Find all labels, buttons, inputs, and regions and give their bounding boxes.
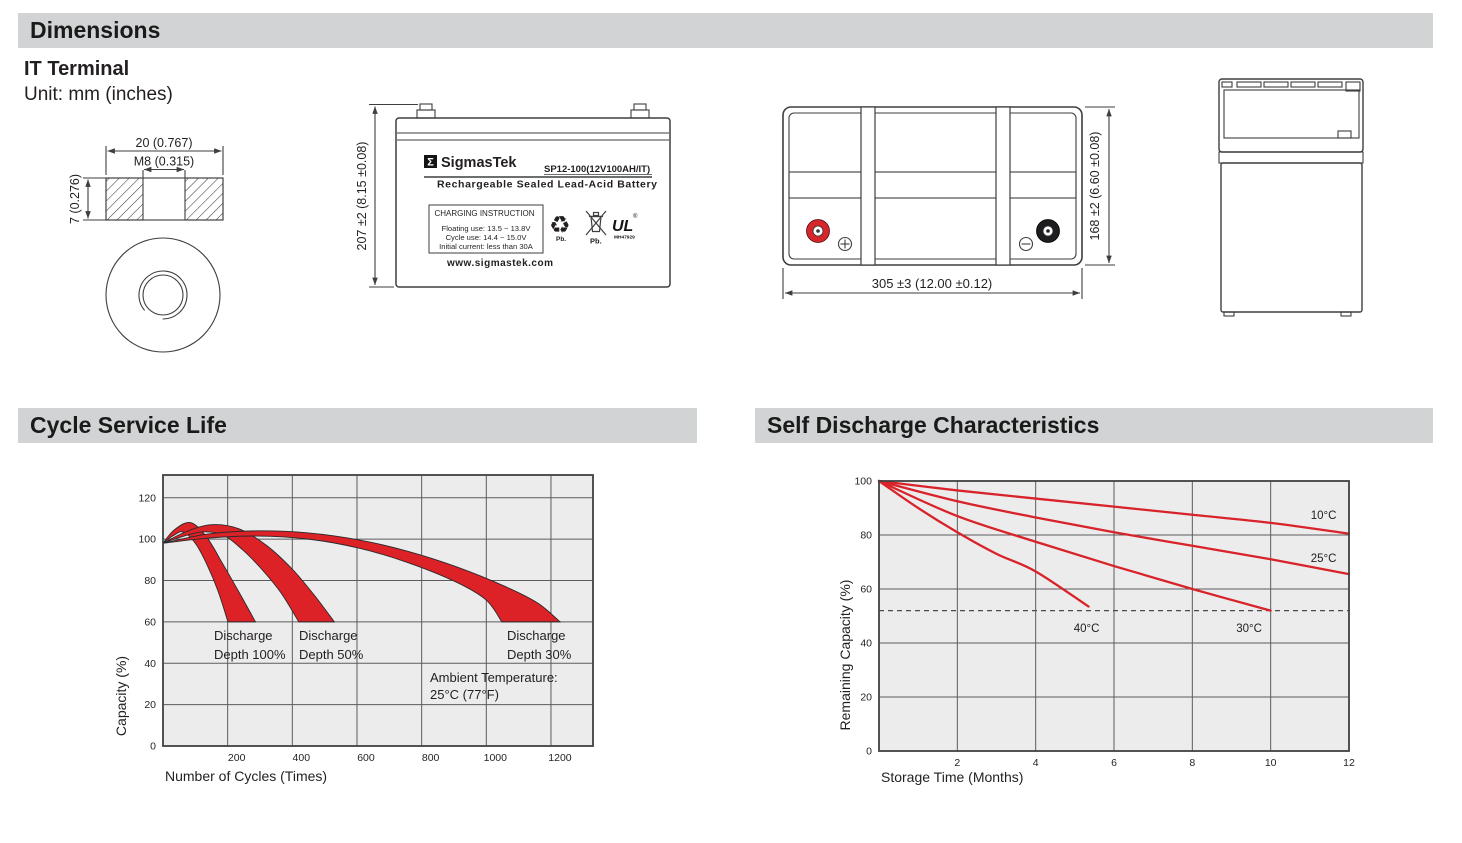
self-discharge-y-axis-label: Remaining Capacity (%) [837, 579, 853, 731]
svg-text:Pb.: Pb. [590, 237, 602, 246]
svg-text:12: 12 [1343, 757, 1355, 769]
battery-side-view-drawing [1218, 78, 1364, 317]
section-header-dimensions: Dimensions [18, 13, 1433, 48]
cycle-service-life-chart: 200 400 600 800 1000 1200 0 20 40 60 80 100 120 [138, 474, 594, 764]
svg-text:60: 60 [860, 584, 872, 596]
cycle-chart-x-axis-label: Number of Cycles (Times) [165, 768, 328, 784]
recycle-pb-icon: ♻ Pb. [549, 212, 571, 243]
svg-text:100: 100 [138, 534, 156, 546]
charging-line-floating: Floating use: 13.5 ~ 13.8V [442, 224, 532, 233]
svg-text:8: 8 [1189, 757, 1195, 769]
svg-text:20: 20 [144, 699, 156, 711]
charging-line-cycle: Cycle use: 14.4 ~ 15.0V [446, 233, 528, 242]
terminal-detail-drawing: 20 (0.767) M8 (0.315) 7 (0.276) [68, 136, 224, 353]
svg-text:40°C: 40°C [1074, 623, 1100, 635]
svg-text:®: ® [633, 213, 638, 220]
svg-text:4: 4 [1033, 757, 1039, 769]
brand-name: SigmasTek [441, 155, 517, 171]
svg-text:30°C: 30°C [1236, 623, 1262, 635]
svg-text:25°C: 25°C [1311, 553, 1337, 565]
self-discharge-chart: 10°C 25°C 30°C 40°C 2 4 6 8 10 12 0 20 40 60 80 100 [854, 476, 1355, 770]
svg-text:1200: 1200 [548, 752, 572, 764]
svg-text:60: 60 [144, 616, 156, 628]
terminal-thread-dim: M8 (0.315) [134, 155, 194, 169]
section-title: Self Discharge Characteristics [767, 412, 1100, 438]
svg-text:10°C: 10°C [1311, 510, 1337, 522]
battery-top-view-drawing: 305 ±3 (12.00 ±0.12) 168 ±2 (6.60 ±0.08) [782, 106, 1115, 299]
svg-text:2: 2 [954, 757, 960, 769]
website-url: www.sigmastek.com [446, 258, 554, 269]
section-title: Cycle Service Life [30, 412, 227, 438]
svg-text:80: 80 [144, 575, 156, 587]
section-header-self-discharge: Self Discharge Characteristics [755, 408, 1433, 443]
crossed-bin-pb-icon: Pb. [585, 210, 607, 246]
svg-text:80: 80 [860, 530, 872, 542]
svg-text:200: 200 [228, 752, 246, 764]
top-depth-dim: 168 ±2 (6.60 ±0.08) [1088, 132, 1102, 241]
svg-text:Pb.: Pb. [556, 236, 566, 243]
top-width-dim: 305 ±3 (12.00 ±0.12) [872, 276, 993, 291]
svg-text:6: 6 [1111, 757, 1117, 769]
svg-text:0: 0 [866, 746, 872, 758]
charging-instruction-title: CHARGING INSTRUCTION [435, 209, 535, 218]
brand-logo-glyph: Σ [427, 157, 434, 169]
svg-text:♻: ♻ [549, 212, 571, 239]
battery-front-view-drawing: Σ SigmasTek SP12-100(12V100AH/IT) Rechar… [355, 103, 671, 288]
terminal-type-heading: IT Terminal [24, 58, 130, 80]
svg-text:10: 10 [1265, 757, 1277, 769]
terminal-width-dim: 20 (0.767) [136, 136, 193, 150]
self-discharge-x-axis-label: Storage Time (Months) [881, 769, 1024, 785]
svg-text:1000: 1000 [484, 752, 508, 764]
section-title: Dimensions [30, 17, 161, 43]
svg-text:UL: UL [612, 218, 633, 235]
svg-text:800: 800 [422, 752, 440, 764]
negative-terminal [1036, 219, 1060, 243]
svg-text:0: 0 [150, 741, 156, 753]
svg-text:100: 100 [854, 476, 872, 488]
svg-text:600: 600 [357, 752, 375, 764]
svg-text:40: 40 [860, 638, 872, 650]
model-number: SP12-100(12V100AH/IT) [544, 164, 650, 175]
svg-text:40: 40 [144, 658, 156, 670]
positive-terminal [806, 219, 830, 243]
label-subtitle: Rechargeable Sealed Lead-Acid Battery [437, 179, 658, 191]
svg-text:MH47929: MH47929 [614, 235, 635, 241]
cycle-chart-y-axis-label: Capacity (%) [113, 655, 129, 737]
charging-line-initial: Initial current: less than 30A [439, 242, 534, 251]
terminal-height-dim: 7 (0.276) [68, 174, 82, 224]
svg-text:400: 400 [293, 752, 311, 764]
front-height-dim: 207 ±2 (8.15 ±0.08) [355, 142, 369, 251]
section-header-cycle-service-life: Cycle Service Life [18, 408, 697, 443]
minus-symbol-icon [1018, 236, 1034, 252]
ul-mark-icon: UL ® MH47929 [612, 213, 638, 241]
plus-symbol-icon [837, 236, 853, 252]
svg-text:20: 20 [860, 692, 872, 704]
unit-note: Unit: mm (inches) [24, 84, 173, 105]
svg-text:120: 120 [138, 492, 156, 504]
